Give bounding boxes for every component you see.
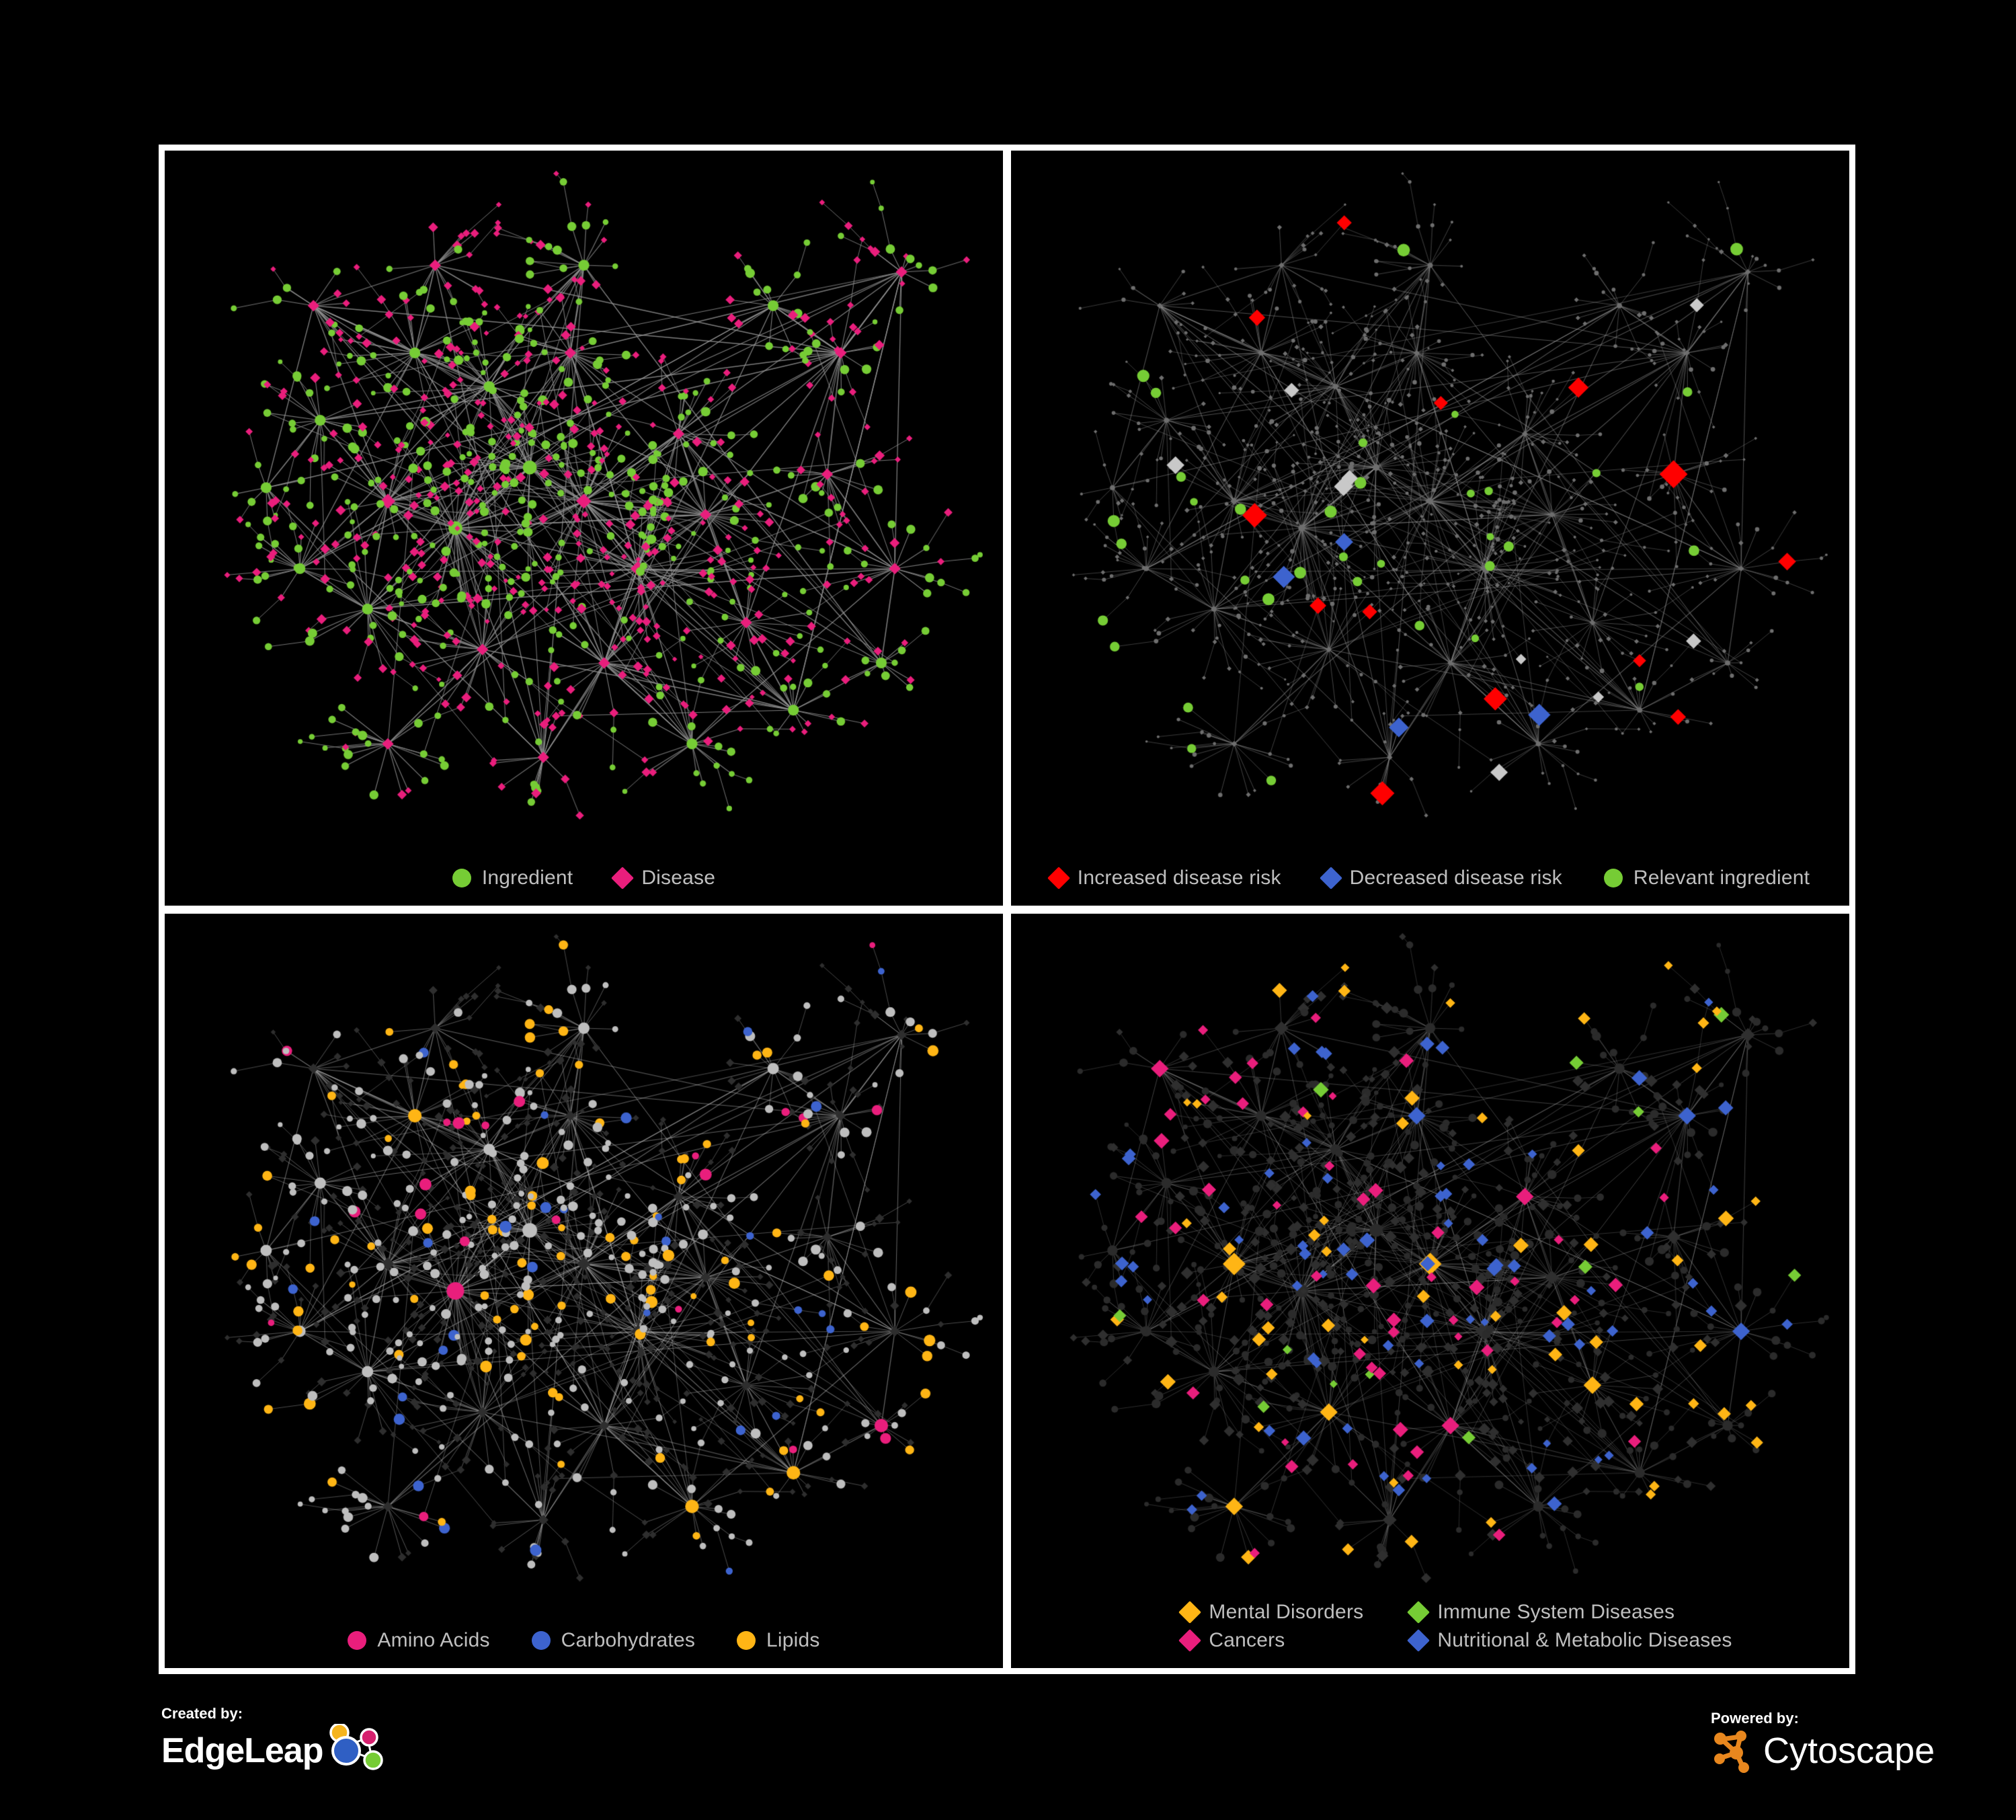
legend-item-lipids: Lipids <box>737 1630 820 1651</box>
circle-swatch-icon <box>1603 868 1623 887</box>
circle-swatch-icon <box>348 1631 367 1650</box>
diamond-swatch-icon <box>1407 1629 1430 1652</box>
legend-label: Lipids <box>766 1629 820 1651</box>
legend-item-amino-acids: Amino Acids <box>348 1630 489 1651</box>
legend-item-disease: Disease <box>611 866 716 889</box>
network-canvas-ingredient-class <box>165 913 1003 1668</box>
diamond-swatch-icon <box>1178 1629 1202 1652</box>
legend-ingredient-disease: Ingredient Disease <box>165 866 1003 889</box>
circle-swatch-icon <box>452 868 471 887</box>
legend-label: Nutritional & Metabolic Diseases <box>1437 1629 1732 1651</box>
circle-swatch-icon <box>737 1631 756 1650</box>
brand-powered-by: Powered by: Cytoscape <box>1711 1711 1935 1773</box>
circle-swatch-icon <box>531 1631 551 1650</box>
network-canvas-disease-class <box>1011 913 1849 1668</box>
legend-item-decreased-disease-risk: Decreased disease risk <box>1319 866 1562 889</box>
legend-disease-class: Mental Disorders Immune System Diseases Ca… <box>1011 1601 1849 1652</box>
legend-label: Disease <box>641 866 716 889</box>
legend-item-immune-system-diseases: Immune System Diseases <box>1407 1601 1732 1624</box>
diamond-swatch-icon <box>1178 1601 1202 1624</box>
legend-item-nutritional-metabolic-diseases: Nutritional & Metabolic Diseases <box>1407 1629 1732 1652</box>
created-by-kicker: Created by: <box>161 1705 243 1722</box>
legend-label: Relevant ingredient <box>1633 866 1810 889</box>
cytoscape-row: Cytoscape <box>1711 1729 1935 1773</box>
edgeleap-wordmark: EdgeLeap <box>161 1731 323 1770</box>
cytoscape-wordmark: Cytoscape <box>1763 1731 1935 1771</box>
diamond-swatch-icon <box>611 866 635 889</box>
legend-item-cancers: Cancers <box>1178 1629 1363 1652</box>
legend-disease-risk: Increased disease risk Decreased disease … <box>1011 866 1849 889</box>
legend-item-increased-disease-risk: Increased disease risk <box>1047 866 1281 889</box>
legend-ingredient-class: Amino Acids Carbohydrates Lipids <box>165 1630 1003 1651</box>
legend-label: Decreased disease risk <box>1349 866 1562 889</box>
network-canvas-ingredient-disease <box>165 151 1003 906</box>
cytoscape-logo-icon <box>1714 1731 1749 1773</box>
brand-created-by: Created by: EdgeLeap <box>161 1706 401 1778</box>
legend-label: Increased disease risk <box>1077 866 1281 889</box>
legend-label: Mental Disorders <box>1209 1601 1364 1623</box>
network-canvas-disease-risk <box>1011 151 1849 906</box>
legend-label: Amino Acids <box>377 1629 490 1651</box>
legend-item-ingredient: Ingredient <box>452 866 573 889</box>
edgeleap-row: EdgeLeap <box>161 1724 401 1778</box>
diamond-swatch-icon <box>1319 866 1342 889</box>
legend-label: Cancers <box>1209 1629 1285 1651</box>
legend-item-mental-disorders: Mental Disorders <box>1178 1601 1364 1624</box>
powered-by-kicker: Powered by: <box>1711 1710 1799 1727</box>
edgeleap-logo-icon <box>329 1724 383 1770</box>
legend-label: Ingredient <box>481 866 573 889</box>
panel-grid: Ingredient Disease Increased disease risk… <box>159 145 1855 1674</box>
legend-label: Immune System Diseases <box>1437 1601 1675 1623</box>
legend-item-carbohydrates: Carbohydrates <box>531 1629 696 1651</box>
panel-disease-class-network[interactable]: Mental Disorders Immune System Diseases Ca… <box>1011 913 1849 1668</box>
diamond-swatch-icon <box>1407 1601 1430 1624</box>
legend-label: Carbohydrates <box>561 1629 696 1651</box>
legend-item-relevant-ingredient: Relevant ingredient <box>1603 866 1810 889</box>
diamond-swatch-icon <box>1047 866 1070 889</box>
panel-ingredient-disease-network[interactable]: Ingredient Disease <box>165 151 1003 906</box>
panel-disease-risk-network[interactable]: Increased disease risk Decreased disease … <box>1011 151 1849 906</box>
panel-ingredient-class-network[interactable]: Amino Acids Carbohydrates Lipids <box>165 913 1003 1668</box>
